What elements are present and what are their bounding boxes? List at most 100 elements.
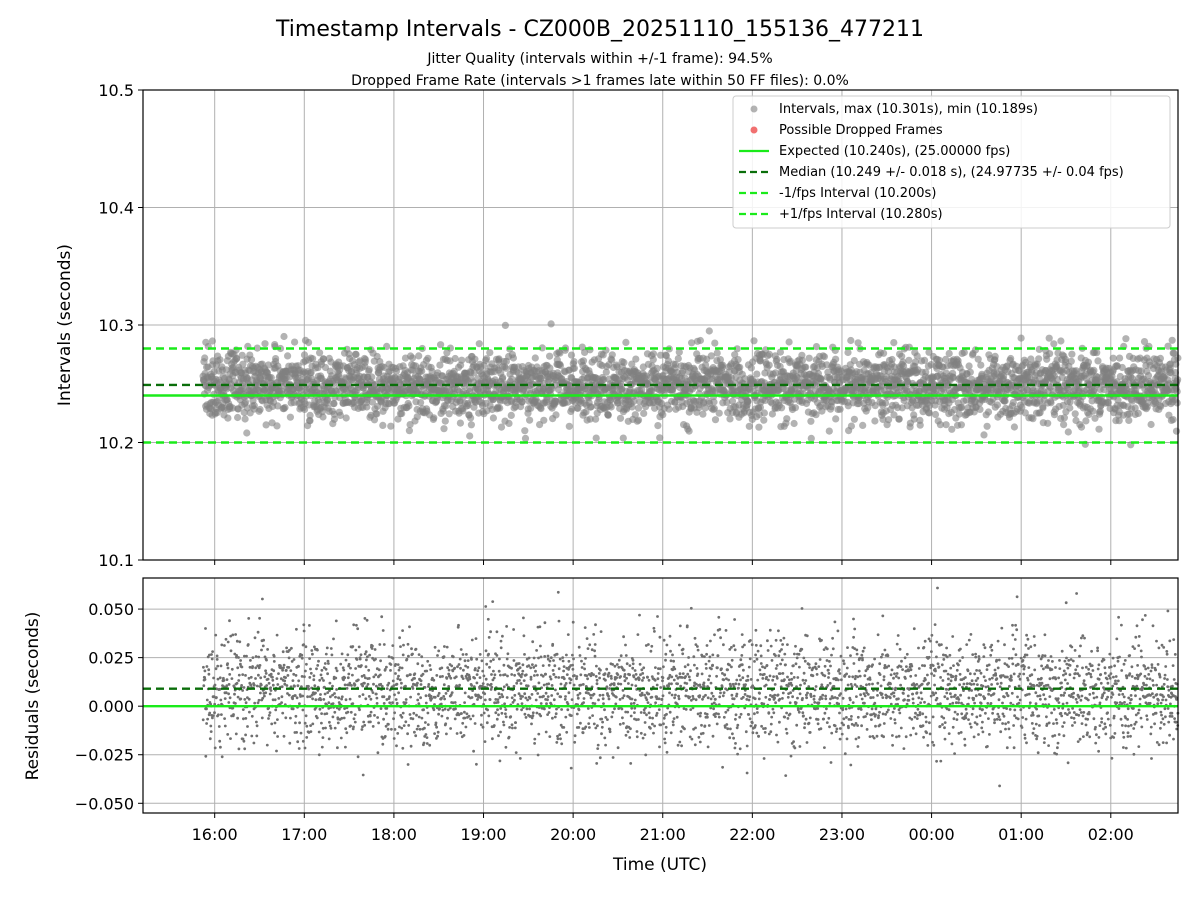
- bottom-data-point: [543, 655, 547, 658]
- bottom-data-point: [223, 644, 226, 647]
- bottom-data-point: [310, 649, 314, 652]
- top-data-point: [653, 364, 661, 372]
- chart-subtitle-jitter: Jitter Quality (intervals within +/-1 fr…: [426, 51, 772, 67]
- bottom-data-point: [293, 694, 297, 697]
- bottom-data-point: [406, 732, 409, 736]
- bottom-data-point: [553, 715, 557, 719]
- bottom-data-point: [409, 673, 412, 676]
- bottom-data-point: [539, 714, 543, 718]
- top-data-point: [600, 375, 608, 384]
- top-data-point: [960, 348, 968, 356]
- bottom-data-point: [231, 633, 235, 637]
- bottom-data-point: [484, 605, 488, 608]
- bottom-data-point: [479, 695, 483, 699]
- bottom-data-point: [495, 654, 499, 657]
- top-data-point: [755, 423, 763, 431]
- bottom-data-point: [369, 710, 373, 714]
- bottom-data-point: [556, 692, 560, 696]
- bottom-data-point: [498, 657, 501, 661]
- bottom-data-point: [483, 692, 487, 696]
- bottom-data-point: [287, 656, 291, 660]
- bottom-data-point: [499, 646, 503, 650]
- bottom-data-point: [229, 737, 232, 740]
- top-data-point: [428, 367, 436, 376]
- bottom-data-point: [358, 657, 362, 661]
- bottom-data-point: [286, 674, 290, 677]
- top-data-point: [496, 404, 504, 412]
- legend: Intervals, max (10.301s), min (10.189s) …: [732, 95, 1171, 229]
- bottom-data-point: [326, 672, 329, 676]
- bottom-data-point: [225, 678, 229, 681]
- bottom-data-point: [528, 707, 531, 711]
- top-data-point: [957, 421, 966, 429]
- top-data-point: [640, 409, 648, 417]
- top-data-point: [719, 361, 727, 369]
- bottom-data-point: [426, 659, 430, 663]
- bottom-data-point: [390, 727, 393, 731]
- top-data-point: [1068, 350, 1076, 358]
- top-data-point: [604, 411, 612, 419]
- bottom-data-point: [340, 716, 344, 720]
- bottom-data-point: [355, 658, 359, 661]
- bottom-data-point: [394, 672, 397, 675]
- bottom-data-point: [228, 619, 231, 623]
- bottom-data-point: [226, 666, 230, 670]
- bottom-data-point: [356, 755, 360, 759]
- top-data-point: [1095, 425, 1103, 433]
- bottom-data-point: [410, 647, 413, 651]
- bottom-data-point: [261, 597, 264, 601]
- bottom-data-point: [531, 711, 535, 715]
- bottom-data-point: [343, 707, 346, 710]
- bottom-data-point: [260, 716, 264, 720]
- bottom-data-point: [539, 702, 543, 705]
- bottom-data-point: [513, 726, 517, 730]
- bottom-data-point: [366, 655, 369, 659]
- top-data-point: [1173, 387, 1181, 396]
- bottom-data-point: [236, 716, 240, 720]
- top-data-point: [726, 415, 734, 423]
- top-data-point: [699, 410, 707, 418]
- bottom-data-point: [498, 759, 502, 763]
- top-data-point: [291, 338, 299, 346]
- bottom-data-point: [453, 717, 457, 721]
- bottom-data-point: [262, 638, 265, 642]
- bottom-data-point: [469, 717, 472, 721]
- bottom-data-point: [244, 717, 248, 720]
- top-data-point: [620, 358, 628, 367]
- top-data-point: [850, 415, 859, 423]
- bottom-data-point: [524, 673, 528, 677]
- bottom-data-point: [406, 674, 409, 678]
- top-data-point: [1077, 423, 1086, 431]
- top-data-point: [546, 352, 554, 360]
- top-data-point: [458, 356, 466, 364]
- bottom-plot-area: [143, 578, 1178, 813]
- bottom-data-point: [480, 684, 484, 688]
- bottom-data-point: [498, 696, 502, 699]
- bottom-data-point: [547, 711, 551, 714]
- bottom-data-point: [311, 697, 314, 701]
- bottom-data-point: [401, 653, 405, 657]
- bottom-data-point: [393, 711, 396, 715]
- bottom-data-point: [538, 625, 542, 629]
- bottom-data-point: [218, 687, 222, 691]
- bottom-data-point: [518, 666, 522, 670]
- bottom-data-point: [492, 669, 495, 673]
- bottom-data-point: [374, 657, 377, 661]
- bottom-data-point: [503, 702, 506, 706]
- bottom-data-point: [392, 737, 396, 740]
- bottom-data-point: [459, 666, 462, 670]
- bottom-data-point: [489, 682, 493, 686]
- bottom-data-point: [240, 684, 244, 687]
- bottom-data-point: [282, 666, 285, 670]
- bottom-data-point: [304, 714, 308, 718]
- bottom-data-point: [293, 684, 296, 688]
- bottom-data-point: [421, 672, 425, 676]
- bottom-data-point: [267, 681, 271, 685]
- top-data-point: [1172, 427, 1181, 435]
- bottom-data-point: [503, 673, 507, 676]
- bottom-data-point: [371, 644, 374, 648]
- top-data-point: [306, 411, 314, 419]
- bottom-data-point: [319, 693, 322, 696]
- bottom-data-point: [499, 639, 503, 643]
